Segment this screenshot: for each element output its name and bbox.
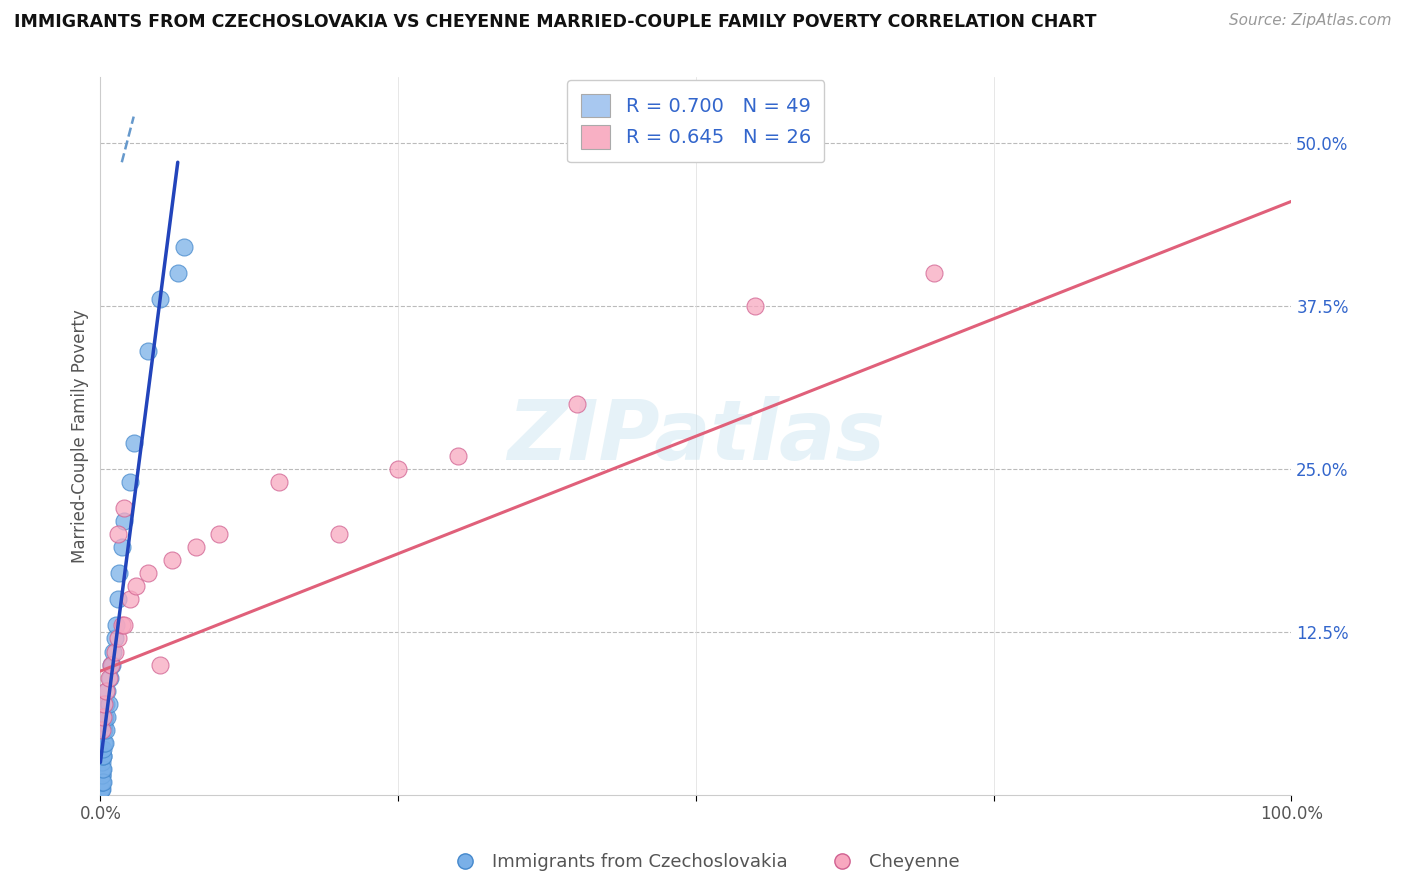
Point: [91, 775, 114, 789]
Point: [96, 683, 118, 698]
Point: [96, 697, 118, 711]
Point: [97, 697, 120, 711]
Point: [91, 762, 114, 776]
Point: [104, 618, 127, 632]
Point: [93, 697, 115, 711]
Point: [108, 566, 131, 581]
Point: [93, 716, 115, 731]
Point: [104, 644, 127, 658]
Point: [91, 748, 114, 763]
Point: [922, 266, 945, 280]
Point: [91, 756, 114, 770]
Point: [97, 671, 120, 685]
Point: [100, 657, 122, 672]
Point: [112, 618, 135, 632]
Point: [100, 657, 122, 672]
Point: [98, 671, 121, 685]
Point: [208, 527, 231, 541]
Text: Source: ZipAtlas.com: Source: ZipAtlas.com: [1229, 13, 1392, 29]
Point: [91, 762, 114, 776]
Point: [93, 736, 115, 750]
Point: [112, 514, 135, 528]
Point: [328, 527, 350, 541]
Point: [90, 768, 112, 782]
Point: [90, 723, 112, 737]
Point: [91, 710, 114, 724]
Point: [184, 540, 207, 554]
Point: [94, 736, 117, 750]
Point: [149, 292, 172, 306]
Text: IMMIGRANTS FROM CZECHOSLOVAKIA VS CHEYENNE MARRIED-COUPLE FAMILY POVERTY CORRELA: IMMIGRANTS FROM CZECHOSLOVAKIA VS CHEYEN…: [14, 13, 1097, 31]
Point: [90, 781, 112, 796]
Point: [91, 762, 114, 776]
Point: [104, 632, 127, 646]
Point: [90, 781, 112, 796]
Point: [107, 592, 129, 607]
Point: [90, 781, 112, 796]
Point: [446, 449, 468, 463]
Point: [90, 781, 112, 796]
Point: [166, 266, 188, 280]
Legend: R = 0.700   N = 49, R = 0.645   N = 26: R = 0.700 N = 49, R = 0.645 N = 26: [567, 80, 824, 162]
Y-axis label: Married-Couple Family Poverty: Married-Couple Family Poverty: [72, 310, 89, 563]
Text: ZIPatlas: ZIPatlas: [508, 396, 884, 476]
Point: [120, 475, 142, 489]
Point: [96, 683, 118, 698]
Point: [120, 592, 142, 607]
Point: [122, 435, 145, 450]
Point: [107, 527, 129, 541]
Point: [90, 781, 112, 796]
Point: [96, 723, 118, 737]
Point: [387, 462, 409, 476]
Point: [90, 775, 112, 789]
Point: [160, 553, 183, 567]
Point: [107, 632, 129, 646]
Point: [267, 475, 290, 489]
Point: [103, 644, 125, 658]
Point: [112, 501, 135, 516]
Point: [91, 742, 114, 756]
Point: [90, 781, 112, 796]
Point: [565, 397, 588, 411]
Point: [96, 710, 118, 724]
Point: [90, 781, 112, 796]
Point: [91, 748, 114, 763]
Point: [173, 240, 195, 254]
Point: [136, 344, 159, 359]
Point: [149, 657, 172, 672]
Point: [91, 762, 114, 776]
Point: [136, 566, 159, 581]
Point: [111, 618, 134, 632]
Legend: Immigrants from Czechoslovakia, Cheyenne: Immigrants from Czechoslovakia, Cheyenne: [440, 847, 966, 879]
Point: [111, 540, 134, 554]
Point: [93, 723, 115, 737]
Point: [91, 748, 114, 763]
Point: [90, 768, 112, 782]
Point: [90, 775, 112, 789]
Point: [94, 710, 117, 724]
Point: [90, 781, 112, 796]
Point: [744, 299, 766, 313]
Point: [125, 579, 148, 593]
Point: [101, 657, 124, 672]
Point: [90, 781, 112, 796]
